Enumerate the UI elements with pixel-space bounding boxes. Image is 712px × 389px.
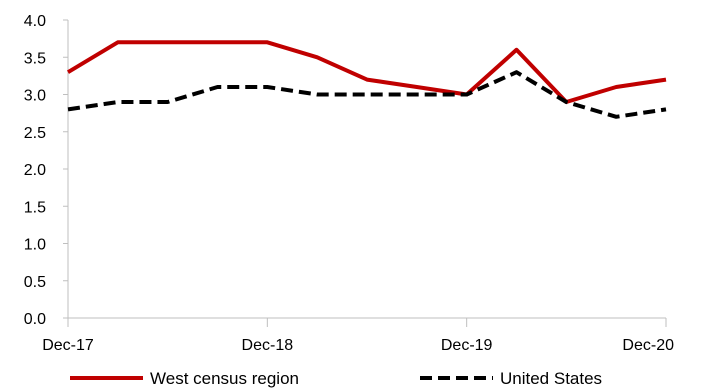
x-tick-label: Dec-18 [242,337,294,354]
series-line-west-census-region [66,40,667,104]
y-tick-label: 0.0 [24,311,46,328]
x-tick-label: Dec-17 [42,337,94,354]
x-tick-label: Dec-20 [622,337,674,354]
legend-label: United States [500,369,602,388]
y-tick-label: 1.0 [24,237,46,254]
x-axis: Dec-17 Dec-18 Dec-19 Dec-20 [42,317,674,354]
y-tick-label: 0.5 [24,274,46,291]
series-lines [66,40,667,119]
y-tick-label: 4.0 [24,13,46,30]
y-tick-label: 3.5 [24,50,46,67]
y-tick-label: 2.0 [24,162,46,179]
y-tick-label: 1.5 [24,199,46,216]
x-tick-label: Dec-19 [441,337,493,354]
legend: West census region United States [70,369,602,388]
y-tick-label: 3.0 [24,88,46,105]
legend-label: West census region [150,369,299,388]
y-axis: 0.0 0.5 1.0 1.5 2.0 2.5 3.0 3.5 4.0 [24,13,69,328]
series-line-united-states [67,70,667,119]
y-tick-label: 2.5 [24,125,46,142]
